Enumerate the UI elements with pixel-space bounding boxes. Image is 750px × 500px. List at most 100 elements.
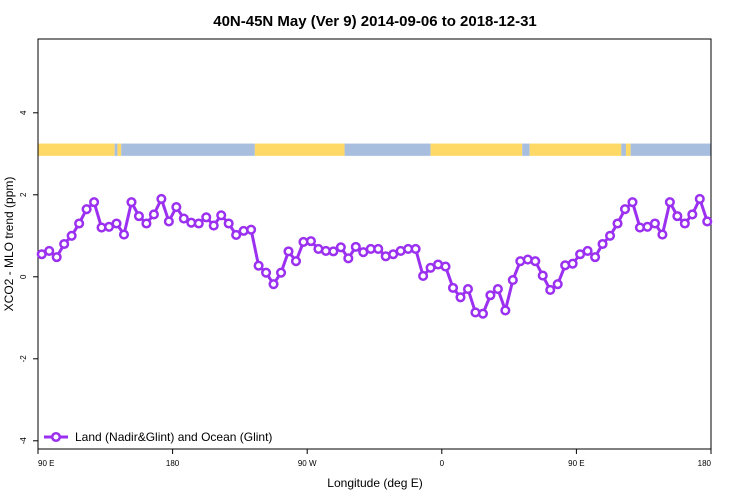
data-point [89, 197, 100, 208]
data-point [350, 241, 361, 252]
data-point [81, 204, 92, 215]
data-point [672, 211, 683, 222]
strip-segment-ocean [621, 143, 626, 156]
x-tick-label: 180 [166, 459, 180, 468]
data-point [246, 224, 257, 235]
strip-segment-land [529, 143, 622, 156]
data-point [328, 246, 339, 257]
data-point [44, 245, 55, 257]
data-point [500, 305, 511, 316]
data-point [261, 267, 272, 278]
strip-segment-ocean [344, 143, 431, 156]
data-point [51, 252, 62, 263]
data-point [447, 282, 459, 293]
data-point [141, 218, 152, 229]
data-point [702, 216, 713, 227]
data-point [440, 261, 451, 272]
y-tick-label: 2 [19, 192, 28, 197]
data-point [664, 197, 675, 208]
data-point [649, 218, 660, 229]
y-tick-label: -2 [19, 355, 28, 363]
data-point [156, 193, 167, 204]
data-point [455, 292, 466, 303]
data-point [507, 275, 518, 286]
data-point [335, 242, 346, 253]
data-point [343, 253, 354, 264]
data-point [657, 229, 668, 240]
y-axis-ticks: -4 -2 0 2 4 [19, 110, 38, 444]
data-point [201, 212, 212, 223]
data-point [373, 243, 384, 254]
data-point [171, 202, 182, 213]
strip-segment-ocean [114, 143, 118, 156]
y-axis-label: XCO2 - MLO trend (ppm) [2, 177, 16, 312]
data-point [126, 197, 137, 208]
strip-segment-land [430, 143, 523, 156]
data-point [530, 256, 541, 267]
data-point [410, 243, 421, 254]
x-tick-label: 90 W [298, 459, 317, 468]
data-point [619, 204, 631, 215]
strip-segment-land [117, 143, 122, 156]
data-point [148, 209, 159, 220]
data-point [485, 290, 496, 301]
x-tick-label: 90 E [568, 459, 584, 468]
strip-segment-land [254, 143, 345, 156]
data-point [231, 229, 242, 241]
legend: Land (Nadir&Glint) and Ocean (Glint) [44, 430, 272, 444]
data-point [178, 213, 189, 224]
x-axis-ticks: 90 E 180 90 W 0 90 E 180 [37, 449, 712, 468]
x-axis-label: Longitude (deg E) [327, 476, 422, 490]
data-point [582, 245, 593, 257]
data-point [268, 279, 279, 290]
data-point [462, 284, 474, 295]
data-point [612, 218, 623, 229]
data-point [590, 252, 601, 263]
data-point [418, 270, 429, 282]
strip-segment-land [38, 143, 115, 156]
plot-frame [37, 38, 712, 450]
data-point [111, 218, 122, 229]
data-point [193, 218, 204, 229]
x-tick-label: 0 [440, 459, 445, 468]
strip-segment-ocean [121, 143, 255, 156]
data-point [537, 270, 548, 281]
data-point [208, 220, 219, 231]
data-point [687, 209, 698, 220]
data-point [290, 256, 302, 267]
data-point [74, 218, 85, 229]
strip-segment-land [625, 143, 631, 156]
legend-marker-swatch [50, 431, 62, 443]
y-tick-label: -4 [19, 437, 28, 445]
data-point [694, 193, 705, 204]
y-tick-label: 4 [19, 110, 28, 115]
surface-strip [38, 143, 711, 156]
data-point [66, 230, 77, 241]
data-point [492, 284, 503, 295]
data-point [477, 308, 488, 319]
data-point [133, 211, 144, 222]
y-tick-label: 0 [19, 274, 28, 279]
strip-segment-ocean [630, 143, 711, 156]
data-point [305, 236, 316, 247]
data-point [552, 279, 563, 290]
data-point [223, 218, 234, 229]
data-point [275, 267, 287, 278]
legend-label: Land (Nadir&Glint) and Ocean (Glint) [75, 430, 272, 444]
data-point [567, 258, 578, 269]
data-point [163, 216, 174, 227]
data-point [216, 210, 227, 221]
data-point [605, 230, 616, 241]
chart-title: 40N-45N May (Ver 9) 2014-09-06 to 2018-1… [213, 13, 537, 30]
data-point [545, 284, 556, 295]
data-point [118, 229, 130, 240]
data-point [597, 238, 608, 250]
data-point [59, 238, 70, 250]
series-layer [36, 193, 713, 319]
data-point [627, 197, 638, 208]
data-point [679, 218, 690, 229]
x-tick-label: 180 [698, 459, 712, 468]
x-tick-label: 90 E [38, 459, 54, 468]
data-point [253, 260, 264, 271]
